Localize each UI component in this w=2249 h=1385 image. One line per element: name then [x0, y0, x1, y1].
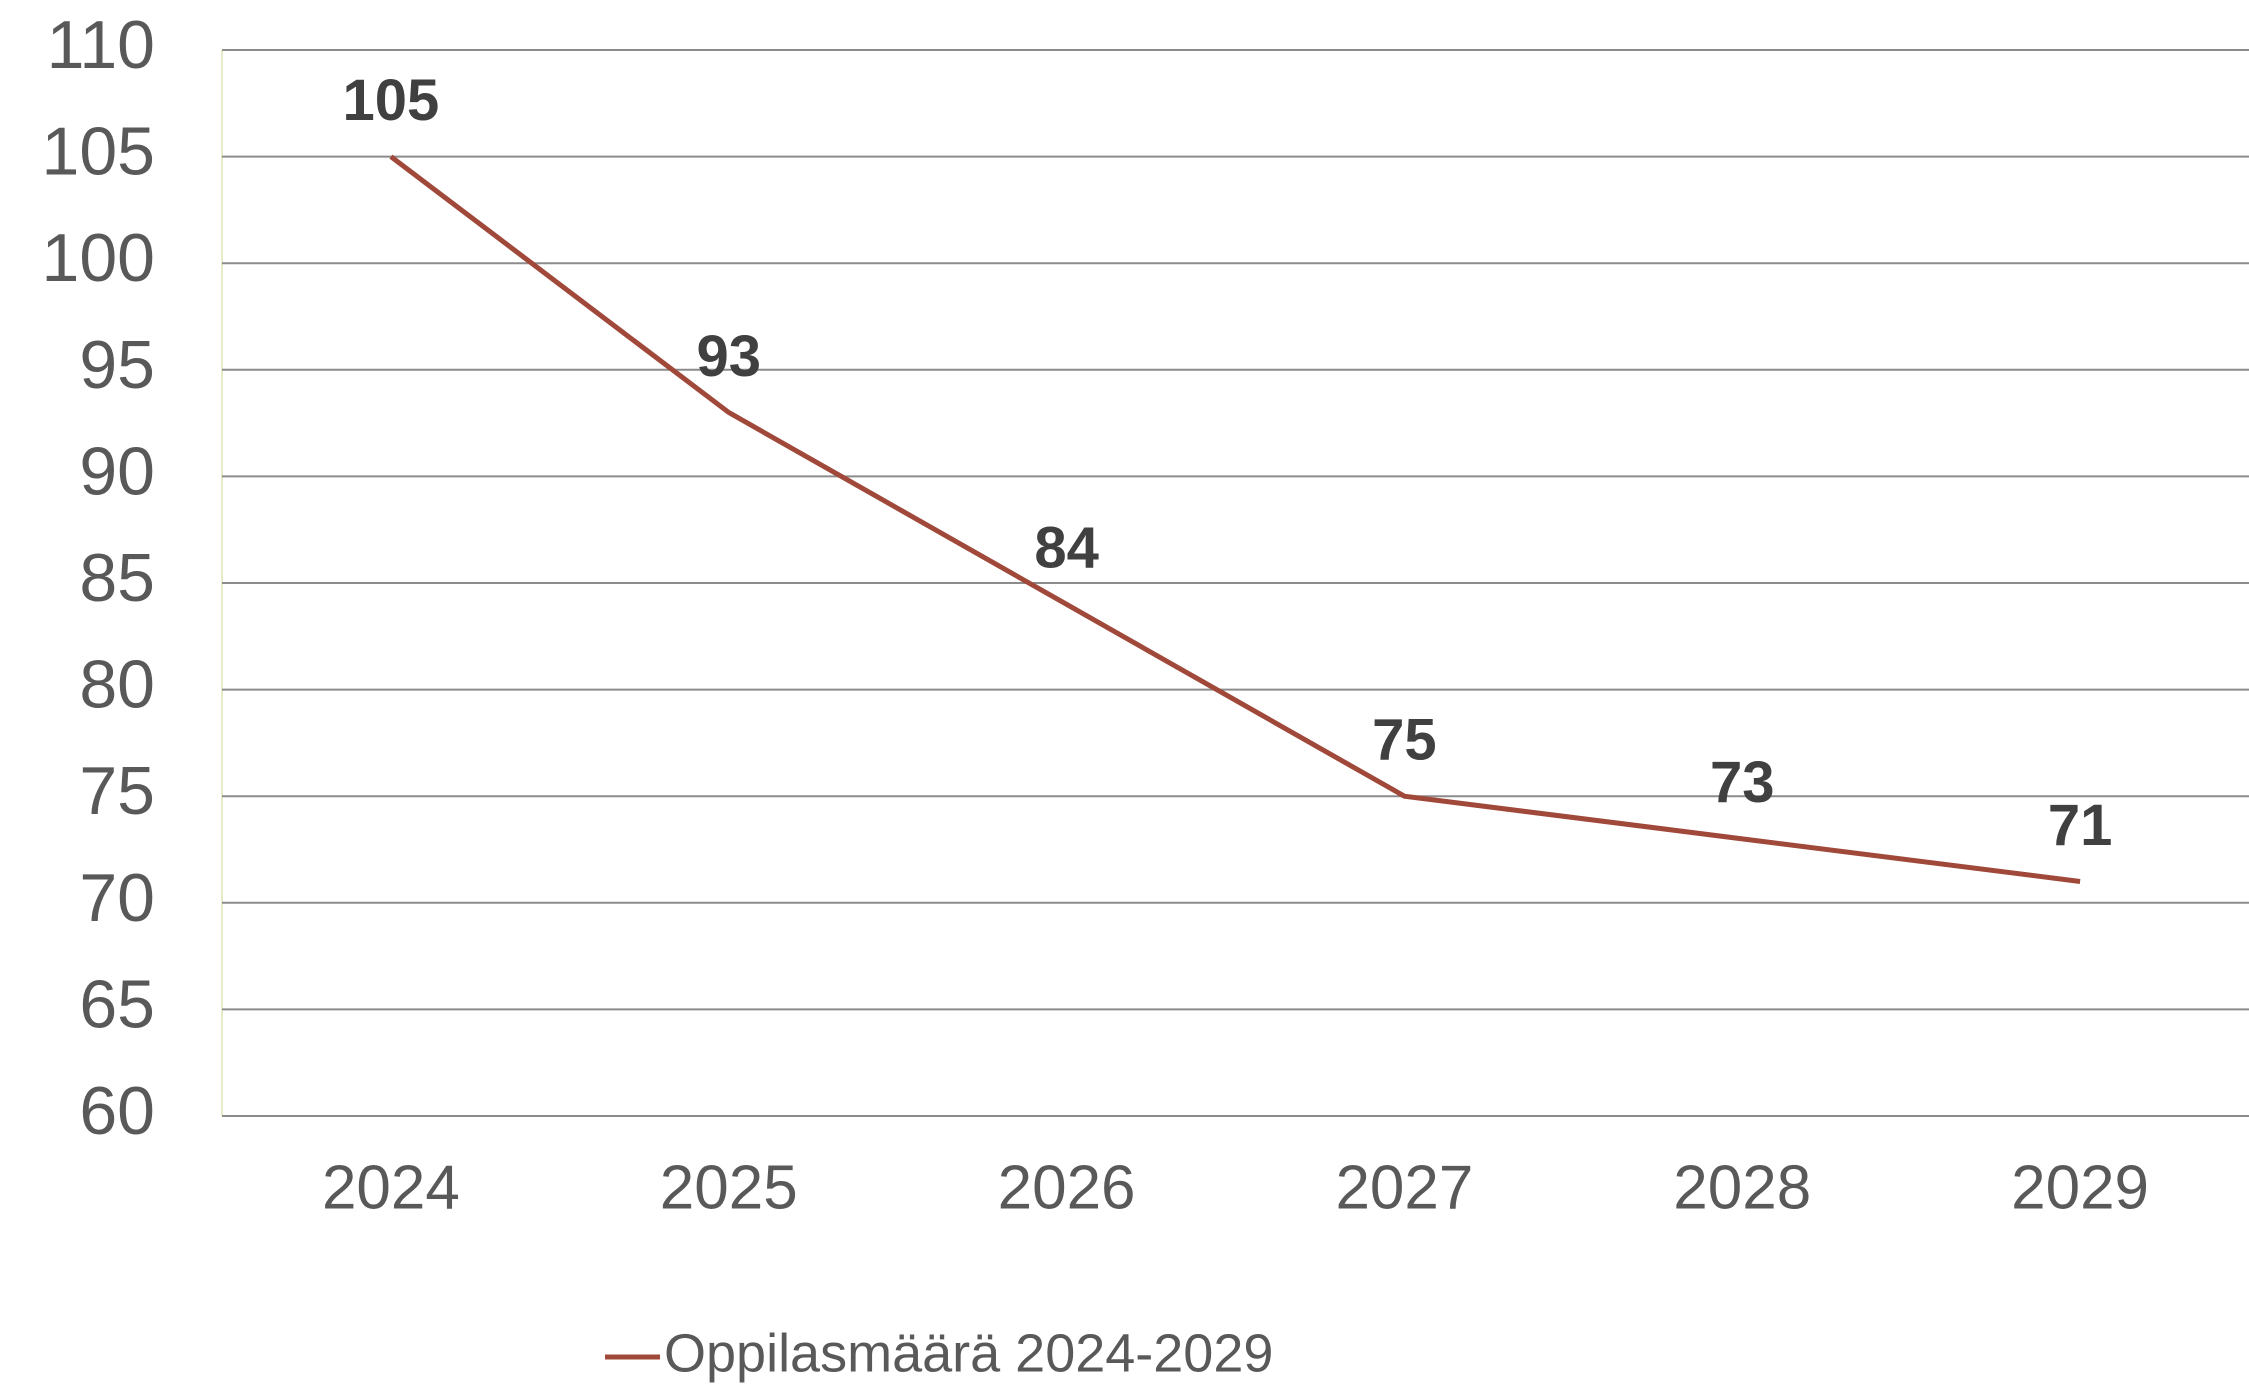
data-label: 75: [1372, 708, 1437, 773]
y-tick-label: 80: [79, 647, 155, 723]
y-tick-label: 90: [79, 433, 155, 509]
legend-label: Oppilasmäärä 2024-2029: [664, 1323, 1273, 1383]
data-label: 71: [2048, 793, 2113, 858]
y-tick-label: 65: [79, 966, 155, 1042]
data-label: 73: [1710, 750, 1775, 815]
y-tick-label: 70: [79, 860, 155, 936]
data-label: 84: [1034, 516, 1099, 581]
series-line: [389, 154, 2081, 884]
x-tick-label: 2027: [1335, 1153, 1473, 1222]
y-tick-label: 85: [79, 540, 155, 616]
y-tick-label: 95: [79, 327, 155, 403]
x-tick-label: 2029: [2011, 1153, 2149, 1222]
data-label: 105: [343, 68, 440, 133]
y-tick-label: 110: [47, 7, 155, 83]
x-tick-label: 2028: [1673, 1153, 1811, 1222]
data-label: 93: [696, 324, 761, 389]
x-tick-label: 2026: [998, 1153, 1136, 1222]
y-tick-label: 75: [79, 753, 155, 829]
y-tick-label: 100: [42, 220, 155, 296]
y-tick-label: 60: [79, 1073, 155, 1149]
x-tick-label: 2025: [660, 1153, 798, 1222]
y-tick-label: 105: [42, 114, 155, 190]
x-tick-label: 2024: [322, 1153, 460, 1222]
